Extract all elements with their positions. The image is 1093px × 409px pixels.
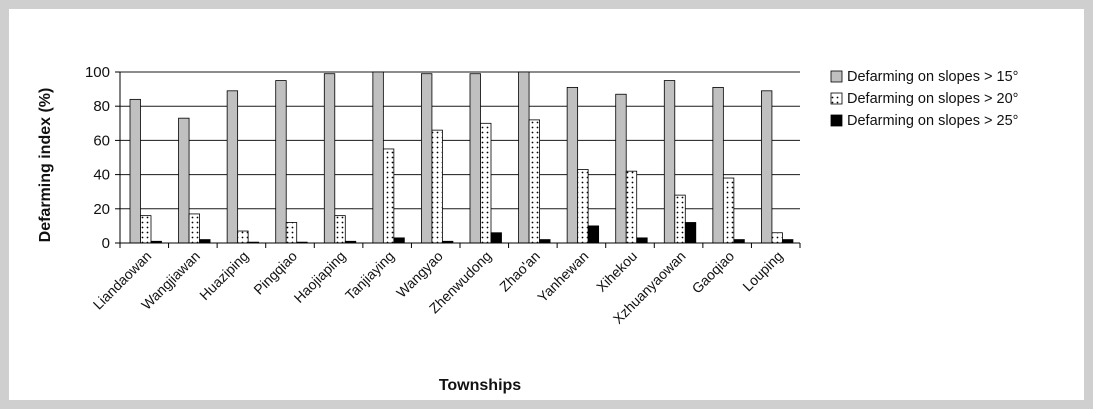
bar <box>480 122 492 244</box>
bar <box>188 213 200 244</box>
y-tick-label: 40 <box>93 167 110 184</box>
bar <box>663 80 676 244</box>
bar <box>771 232 783 244</box>
y-tick-label: 20 <box>93 201 110 218</box>
y-tick-label: 60 <box>93 132 110 149</box>
bar <box>372 71 384 244</box>
x-tick-label: Xihekou <box>593 248 640 295</box>
bar <box>539 239 551 244</box>
x-tick-label: Zhao'an <box>496 248 543 295</box>
bar <box>782 239 794 244</box>
x-tick-label: Huaziping <box>196 248 251 303</box>
legend-label: Defarming on slopes > 20° <box>847 91 1018 107</box>
bar <box>722 177 735 244</box>
bar <box>528 119 540 244</box>
y-tick-label: 0 <box>102 235 110 252</box>
legend-label: Defarming on slopes > 15° <box>847 69 1018 85</box>
bar <box>518 71 530 244</box>
gridlines <box>120 71 800 210</box>
bar <box>275 80 287 244</box>
bar <box>334 215 346 244</box>
y-axis: 0 20 40 60 80 100 <box>85 64 121 252</box>
x-axis: LiandaowanWangjiawanHuazipingPingqiaoHao… <box>90 242 801 327</box>
bar <box>712 86 724 244</box>
y-axis-title: Defarming index (%) <box>37 88 54 243</box>
bar <box>761 90 773 244</box>
y-tick-label: 80 <box>93 98 110 115</box>
x-tick-label: Yanhewan <box>534 248 591 305</box>
bar <box>566 86 579 244</box>
bar <box>684 222 697 244</box>
y-tick-label: 100 <box>85 64 110 81</box>
bar <box>285 222 298 244</box>
bar <box>490 232 502 244</box>
bar <box>421 73 433 244</box>
bar <box>431 129 443 244</box>
legend-swatch <box>830 114 843 127</box>
bar <box>140 215 152 244</box>
bar <box>178 117 190 244</box>
bar <box>636 237 648 244</box>
legend-swatch <box>830 92 843 105</box>
bar <box>469 73 481 244</box>
x-tick-label: Louping <box>739 248 786 295</box>
bar <box>587 225 600 244</box>
bar <box>199 239 211 244</box>
bars <box>129 71 794 244</box>
bar <box>226 90 239 244</box>
bar <box>129 98 141 244</box>
legend-swatch <box>830 70 843 83</box>
bar <box>625 170 638 244</box>
x-tick-label: Pingqiao <box>250 248 300 298</box>
bar <box>577 169 589 244</box>
bar <box>733 239 745 244</box>
bar <box>237 230 249 244</box>
bar <box>615 93 627 244</box>
bar <box>674 194 686 244</box>
bar <box>393 237 405 244</box>
bar <box>323 73 336 244</box>
legend-label: Defarming on slopes > 25° <box>847 113 1018 129</box>
x-tick-label: Haojiaping <box>291 248 349 306</box>
x-axis-title: Townships <box>439 377 521 394</box>
bar <box>382 148 395 244</box>
x-tick-label: Gaoqiao <box>689 248 738 297</box>
x-tick-label: Tanjiaying <box>342 248 397 303</box>
legend: Defarming on slopes > 15° Defarming on sl… <box>830 69 1018 129</box>
